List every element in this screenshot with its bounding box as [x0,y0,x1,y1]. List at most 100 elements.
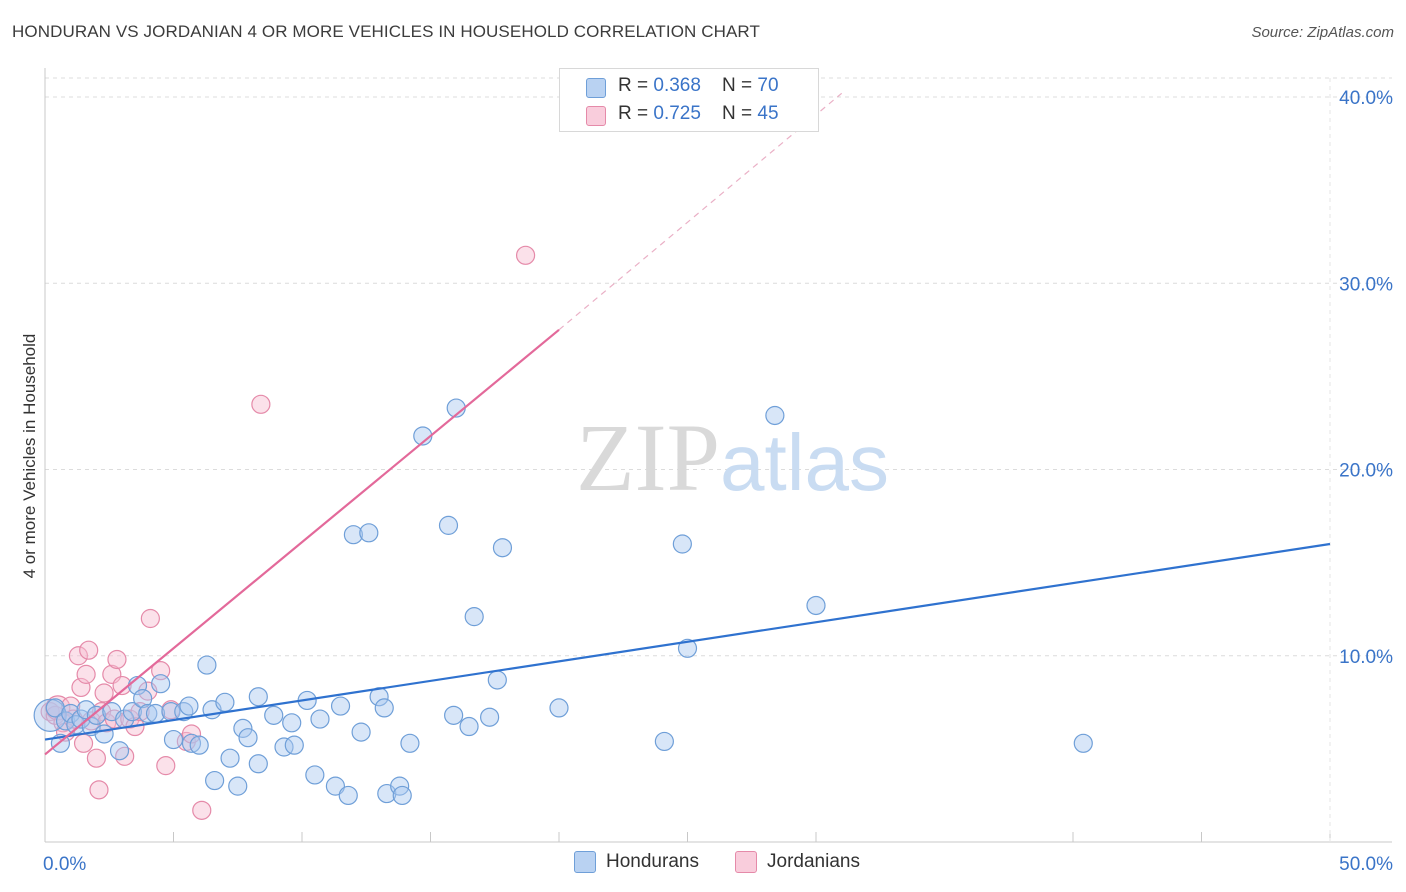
legend-item-hondurans[interactable]: Hondurans [574,851,699,873]
honduran-point [94,724,114,744]
legend-r-value-hondurans: 0.368 [653,75,701,96]
honduran-point [359,523,379,543]
honduran-point [325,776,346,796]
y-tick-label: 40.0% [1339,88,1393,109]
correlation-legend: R = 0.368 N = 70 R = 0.725 N = 45 [559,68,819,132]
jordanian-point [86,748,107,768]
honduran-point [480,707,500,727]
honduran-point [215,692,235,712]
honduran-point [233,718,253,738]
honduran-point [151,674,171,694]
legend-n-value-hondurans: 70 [757,75,779,96]
jordanian-point [140,608,160,629]
honduran-point [189,735,209,755]
honduran-point [351,722,371,742]
jordanian-point [156,756,176,776]
legend-item-jordanians[interactable]: Jordanians [735,851,860,873]
y-tick-label: 20.0% [1339,461,1393,482]
honduran-point [86,705,107,725]
honduran-point [238,728,258,748]
honduran-point [654,731,674,752]
legend-swatch-hondurans [574,851,596,873]
honduran-point [174,702,194,722]
x-tick-label: 0.0% [43,854,86,875]
jordanian-point [76,664,96,684]
legend-swatch-hondurans [586,78,606,98]
legend-r-label: R = [618,103,654,124]
tick-labels: 10.0% 20.0% 30.0% 40.0% 0.0% 50.0% [43,88,1393,875]
jordanian-point [192,800,212,820]
honduran-point [61,703,81,724]
honduran-point [549,698,569,718]
honduran-point [66,715,86,735]
y-tick-label: 10.0% [1339,647,1393,668]
x-tick-label: 50.0% [1339,854,1393,875]
y-tick-label: 30.0% [1339,274,1393,295]
series-legend: Hondurans Jordanians [0,851,1406,877]
honduran-point [338,785,358,806]
honduran-point [400,733,420,753]
honduran-point [282,713,302,733]
jordanian-point [515,245,536,265]
honduran-point [179,696,199,716]
honduran-point [672,534,692,554]
legend-n-label: N = [722,103,758,124]
legend-r-label: R = [618,75,654,96]
honduran-point [438,515,459,535]
jordanian-point [107,649,127,670]
jordanian-point [94,683,114,703]
honduran-point [765,405,785,426]
legend-label-hondurans: Hondurans [606,851,699,872]
honduran-point [310,709,330,729]
jordanian-point [112,675,132,696]
honduran-point [444,705,464,725]
honduran-point [492,538,513,558]
honduran-point [330,696,351,716]
honduran-point [109,741,130,761]
legend-label-jordanians: Jordanians [767,851,860,872]
watermark-zip: ZIP [576,404,720,511]
jordanian-point [68,646,89,666]
chart-title: HONDURAN VS JORDANIAN 4 OR MORE VEHICLES… [12,22,760,41]
honduran-point [163,729,184,750]
honduran-point [374,698,394,718]
watermark-atlas: atlas [720,418,889,507]
honduran-point [677,638,698,658]
jordanian-point [115,746,135,766]
legend-r-value-jordanians: 0.725 [653,103,701,124]
honduran-point [459,716,479,737]
axes [44,68,1392,843]
honduran-point [392,785,412,806]
honduran-point [806,595,826,616]
honduran-point [343,525,363,545]
jordanian-point [73,733,94,753]
jordanian-point [89,780,109,800]
jordanians-trend-line [44,328,560,756]
honduran-point [305,765,325,785]
trend-lines [44,92,1331,756]
jordanian-point [151,661,171,681]
honduran-point [284,735,304,755]
legend-swatch-jordanians [586,106,606,126]
legend-n-value-jordanians: 45 [757,103,779,124]
honduran-point [220,748,240,768]
honduran-point [197,655,217,675]
honduran-point [205,770,225,791]
honduran-point [133,688,153,709]
honduran-point [122,702,142,722]
honduran-point [248,754,268,774]
hondurans-trend-line [44,542,1331,741]
honduran-point [228,776,248,796]
honduran-point [264,705,284,725]
jordanian-point [79,640,99,660]
gridlines [45,77,1392,657]
honduran-point [138,703,158,724]
honduran-point [248,687,268,707]
honduran-point [71,709,91,729]
source-label: Source: ZipAtlas.com [1251,24,1394,41]
honduran-point [1073,733,1093,753]
honduran-point [487,670,507,690]
honduran-point [464,607,484,627]
hondurans-points [33,398,1093,806]
